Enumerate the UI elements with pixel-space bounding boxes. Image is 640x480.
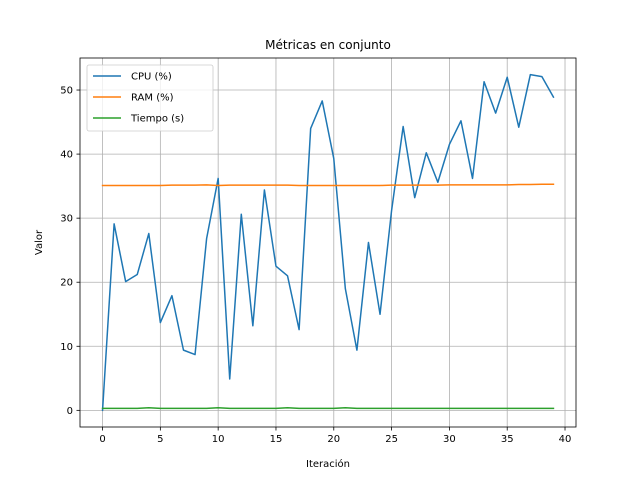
legend: CPU (%) RAM (%) Tiempo (s) (86, 64, 214, 132)
grid (80, 58, 576, 427)
y-tick-label: 0 (67, 406, 73, 417)
series-line-tiempo-s (101, 407, 555, 410)
x-tick-label: 40 (559, 434, 572, 445)
y-axis-label: Valor (34, 229, 45, 255)
plot-lines (101, 73, 555, 412)
y-tick-label: 10 (60, 342, 73, 353)
plot-area-frame (79, 57, 577, 428)
x-tick-label: 10 (212, 434, 225, 445)
x-tick-label: 20 (327, 434, 340, 445)
series-line-cpu (101, 73, 555, 412)
x-tick-label: 30 (443, 434, 456, 445)
x-tick-label: 0 (99, 434, 105, 445)
x-axis-label: Iteración (306, 458, 350, 470)
legend-label: RAM (%) (131, 93, 174, 104)
chart-title: Métricas en conjunto (265, 38, 391, 52)
x-tick-label: 5 (157, 434, 163, 445)
x-tick-label: 15 (270, 434, 283, 445)
y-axis-ticks: 0 10 20 30 40 50 (60, 86, 80, 417)
x-axis-ticks: 0 5 10 15 20 25 30 35 40 (99, 427, 571, 445)
y-tick-label: 50 (60, 86, 73, 97)
series-line-ram (101, 183, 555, 187)
y-tick-label: 30 (60, 214, 73, 225)
legend-label: CPU (%) (131, 72, 172, 83)
y-tick-label: 40 (60, 150, 73, 161)
x-tick-label: 25 (385, 434, 398, 445)
y-tick-label: 20 (60, 278, 73, 289)
legend-box (86, 64, 214, 132)
x-tick-label: 35 (501, 434, 514, 445)
legend-label: Tiempo (s) (130, 114, 184, 125)
